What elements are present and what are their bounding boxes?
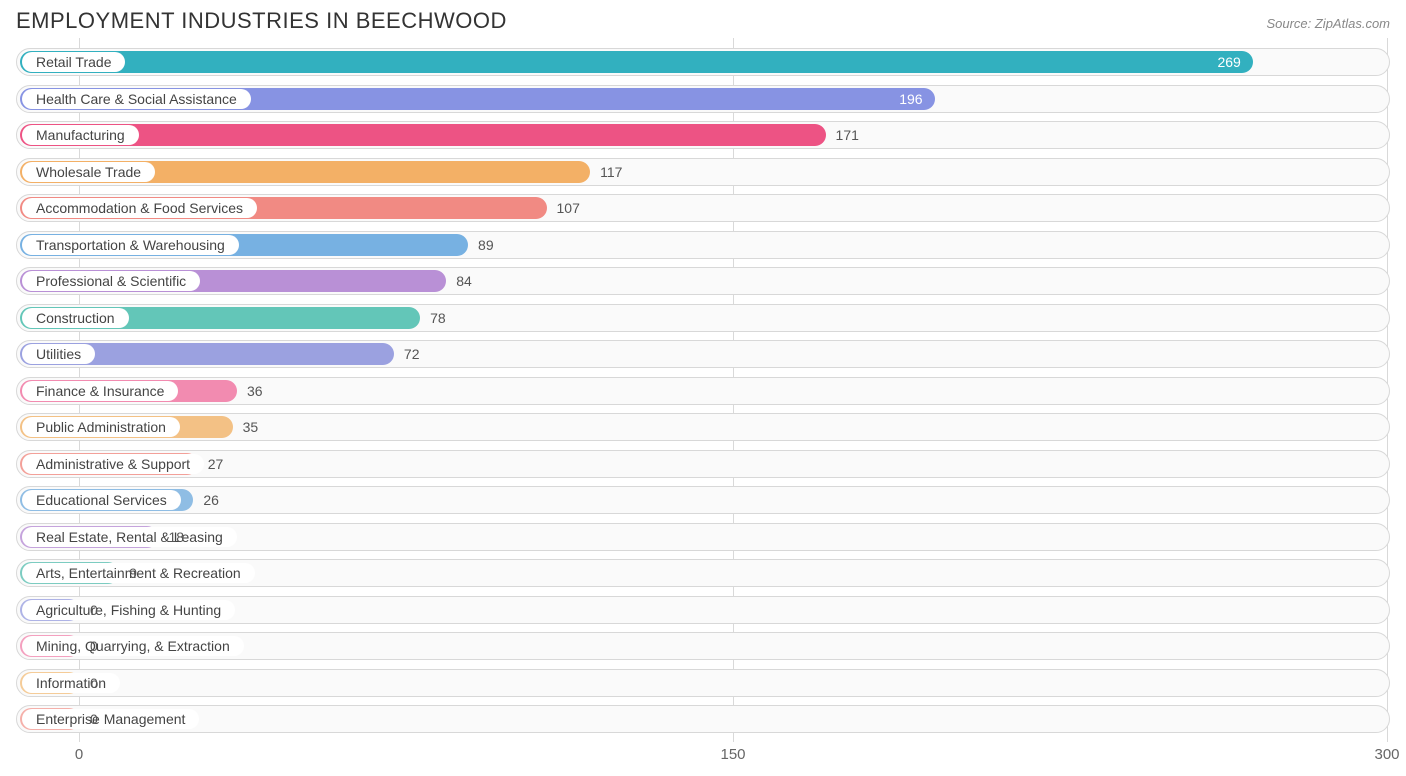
bar-row: Accommodation & Food Services 107 bbox=[16, 194, 1390, 222]
bar-row: Information0 bbox=[16, 669, 1390, 697]
bar-value: 0 bbox=[90, 670, 98, 696]
bar-value: 171 bbox=[836, 122, 859, 148]
bar-label: Finance & Insurance bbox=[22, 381, 178, 401]
bar-value: 36 bbox=[247, 378, 263, 404]
bar-value: 117 bbox=[600, 159, 622, 185]
bar-row: Manufacturing 171 bbox=[16, 121, 1390, 149]
bar-row: Enterprise Management0 bbox=[16, 705, 1390, 733]
x-axis: 0150300 bbox=[16, 742, 1390, 768]
bar-row: Health Care & Social Assistance 196 bbox=[16, 85, 1390, 113]
bar-value: 27 bbox=[208, 451, 224, 477]
bar-value: 26 bbox=[203, 487, 219, 513]
bar-row: Retail Trade 269 bbox=[16, 48, 1390, 76]
bar-row: Utilities 72 bbox=[16, 340, 1390, 368]
chart-rows: Retail Trade269Health Care & Social Assi… bbox=[16, 48, 1390, 733]
bar-value: 0 bbox=[90, 706, 98, 732]
bar bbox=[20, 51, 1253, 73]
bar-row: Real Estate, Rental & Leasing18 bbox=[16, 523, 1390, 551]
bar-value: 84 bbox=[456, 268, 472, 294]
bar-value: 72 bbox=[404, 341, 420, 367]
bar-row: Public Administration 35 bbox=[16, 413, 1390, 441]
bar-label: Agriculture, Fishing & Hunting bbox=[22, 600, 235, 620]
axis-tick: 150 bbox=[720, 746, 745, 763]
bar-label: Retail Trade bbox=[22, 52, 125, 72]
bar-row: Arts, Entertainment & Recreation9 bbox=[16, 559, 1390, 587]
bar-label: Enterprise Management bbox=[22, 709, 199, 729]
bar-label: Transportation & Warehousing bbox=[22, 235, 239, 255]
bar-label: Arts, Entertainment & Recreation bbox=[22, 563, 255, 583]
bar-row: Mining, Quarrying, & Extraction0 bbox=[16, 632, 1390, 660]
bar-label: Public Administration bbox=[22, 417, 180, 437]
bar-value: 18 bbox=[168, 524, 184, 550]
bar-label: Administrative & Support bbox=[22, 454, 204, 474]
bar-row: Wholesale Trade 117 bbox=[16, 158, 1390, 186]
axis-tick: 0 bbox=[75, 746, 83, 763]
bar-label: Information bbox=[22, 673, 120, 693]
bar-value: 107 bbox=[557, 195, 580, 221]
bar-label: Utilities bbox=[22, 344, 95, 364]
bar-label: Professional & Scientific bbox=[22, 271, 200, 291]
bar-row: Construction 78 bbox=[16, 304, 1390, 332]
bar-value: 269 bbox=[1217, 49, 1240, 75]
bar-row: Administrative & Support27 bbox=[16, 450, 1390, 478]
bar-value: 35 bbox=[243, 414, 259, 440]
bar-value: 0 bbox=[90, 597, 98, 623]
bar bbox=[20, 124, 826, 146]
bar-label: Accommodation & Food Services bbox=[22, 198, 257, 218]
bar-row: Finance & Insurance 36 bbox=[16, 377, 1390, 405]
bar-label: Educational Services bbox=[22, 490, 181, 510]
bar-value: 78 bbox=[430, 305, 446, 331]
chart-header: EMPLOYMENT INDUSTRIES IN BEECHWOOD Sourc… bbox=[0, 0, 1406, 38]
bar-value: 196 bbox=[899, 86, 922, 112]
bar-row: Transportation & Warehousing 89 bbox=[16, 231, 1390, 259]
bar-label: Real Estate, Rental & Leasing bbox=[22, 527, 237, 547]
chart-area: Retail Trade269Health Care & Social Assi… bbox=[0, 38, 1406, 768]
chart-source: Source: ZipAtlas.com bbox=[1266, 16, 1390, 31]
chart-title: EMPLOYMENT INDUSTRIES IN BEECHWOOD bbox=[16, 8, 507, 34]
bar-row: Agriculture, Fishing & Hunting0 bbox=[16, 596, 1390, 624]
bar-value: 89 bbox=[478, 232, 494, 258]
axis-tick: 300 bbox=[1374, 746, 1399, 763]
bar-label: Mining, Quarrying, & Extraction bbox=[22, 636, 244, 656]
bar-row: Professional & Scientific 84 bbox=[16, 267, 1390, 295]
bar-row: Educational Services 26 bbox=[16, 486, 1390, 514]
bar-value: 9 bbox=[129, 560, 137, 586]
bar-label: Health Care & Social Assistance bbox=[22, 89, 251, 109]
bar-value: 0 bbox=[90, 633, 98, 659]
bar-label: Wholesale Trade bbox=[22, 162, 155, 182]
bar-label: Manufacturing bbox=[22, 125, 139, 145]
bar-label: Construction bbox=[22, 308, 129, 328]
